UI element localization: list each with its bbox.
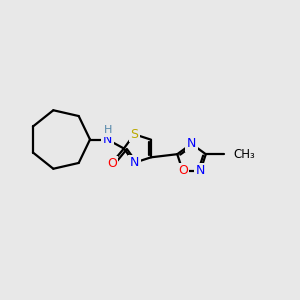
Text: N: N	[187, 137, 196, 150]
Text: H: H	[104, 125, 112, 135]
Text: N: N	[196, 164, 205, 178]
Text: S: S	[130, 128, 138, 141]
Text: N: N	[103, 133, 112, 146]
Text: O: O	[107, 157, 117, 170]
Text: CH₃: CH₃	[233, 148, 255, 161]
Text: N: N	[130, 156, 139, 169]
Text: O: O	[178, 164, 188, 178]
